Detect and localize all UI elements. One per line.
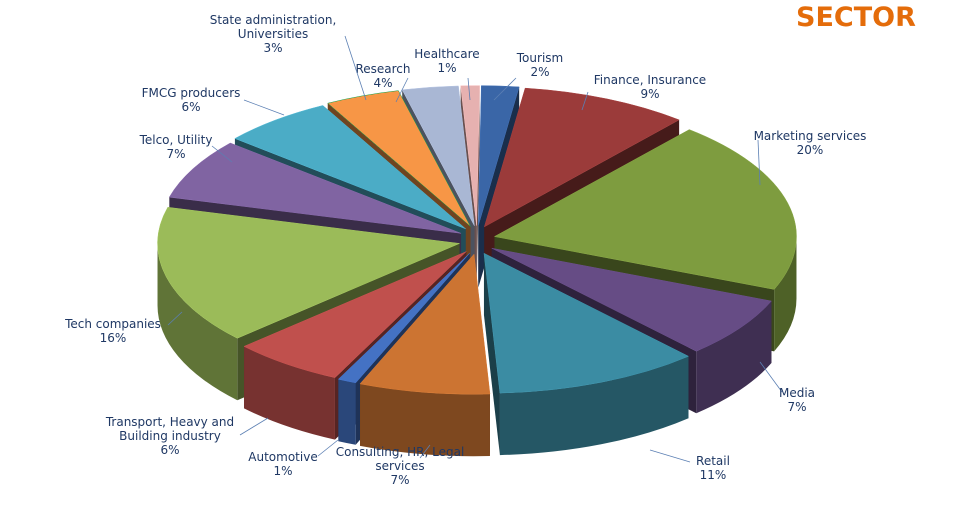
leader-line (243, 99, 285, 116)
slice-name: Tech companies (64, 317, 161, 331)
slice-top (491, 247, 772, 352)
slice-top (483, 252, 690, 394)
leader-line (167, 311, 183, 326)
slice-label: State administration, Universities 3% (210, 13, 337, 55)
slice-percent: 1% (437, 61, 456, 75)
leader-line (317, 439, 339, 457)
slice-label: FMCG producers 6% (142, 86, 241, 114)
slice-percent: 6% (160, 443, 179, 457)
slice-name: Transport, Heavy and (105, 415, 234, 429)
slice-name: Research (355, 62, 410, 76)
chart-title: SECTOR (796, 2, 916, 33)
slice-label: Media 7% (779, 386, 815, 414)
slice-name: Telco, Utility (139, 133, 213, 147)
slice-side (338, 379, 356, 445)
slice-percent: 2% (530, 65, 549, 79)
slice-top (234, 105, 466, 230)
leader-line (581, 91, 589, 111)
slice-name: FMCG producers (142, 86, 241, 100)
slice-side (157, 243, 238, 401)
slice-name: Media (779, 386, 815, 400)
slice-name: Universities (238, 27, 308, 41)
slice-top (483, 87, 680, 228)
slice-side (499, 356, 689, 456)
slice-percent: 7% (390, 473, 409, 487)
leader-line (211, 145, 233, 163)
slice-label: Retail 11% (696, 454, 730, 482)
slice-percent: 1% (273, 464, 292, 478)
slice-label: Tech companies 16% (64, 317, 161, 345)
slice-label: Transport, Heavy and Building industry 6% (105, 415, 234, 457)
slice-name: Retail (696, 454, 730, 468)
slice-percent: 4% (373, 76, 392, 90)
slice-name: Finance, Insurance (594, 73, 706, 87)
slice-label: Automotive 1% (248, 450, 317, 478)
slice-top (243, 251, 467, 378)
slice-top (460, 85, 480, 226)
slice-name: services (375, 459, 424, 473)
slice-top (478, 85, 520, 226)
pie-slice-4 (483, 252, 690, 456)
slice-name: Consulting, HR, Legal (336, 445, 465, 459)
slice-percent: 6% (181, 100, 200, 114)
slice-top (327, 90, 471, 227)
leader-line (239, 417, 269, 436)
slice-percent: 3% (263, 41, 282, 55)
slice-name: Building industry (119, 429, 221, 443)
slice-top (493, 129, 797, 290)
slice-percent: 20% (797, 143, 824, 157)
slice-name: State administration, (210, 13, 337, 27)
pie-slice-5 (359, 253, 491, 457)
slice-percent: 11% (700, 468, 727, 482)
leader-line (419, 444, 431, 459)
slice-name: Automotive (248, 450, 317, 464)
slice-name: Marketing services (754, 129, 867, 143)
slice-name: Healthcare (414, 47, 479, 61)
slice-side (244, 346, 335, 440)
leader-line (344, 35, 367, 101)
slice-label: Marketing services 20% (754, 129, 867, 157)
slice-wall (476, 85, 480, 288)
slice-top (337, 252, 470, 384)
slice-percent: 7% (166, 147, 185, 161)
leader-line (395, 77, 409, 103)
slice-top (168, 142, 462, 234)
leader-line (759, 361, 783, 393)
slice-top (359, 253, 491, 395)
slice-label: Research 4% (355, 62, 410, 90)
slice-wall (483, 253, 500, 456)
leader-line (649, 449, 691, 463)
slice-side (696, 301, 772, 414)
slice-label: Telco, Utility 7% (139, 133, 213, 161)
leader-line (757, 139, 761, 186)
slice-label: Healthcare 1% (414, 47, 479, 75)
slice-percent: 9% (640, 87, 659, 101)
leader-line (467, 77, 471, 101)
slice-percent: 7% (787, 400, 806, 414)
slice-label: Finance, Insurance 9% (594, 73, 706, 101)
slice-percent: 16% (100, 331, 127, 345)
slice-side (774, 236, 797, 352)
slice-label: Consulting, HR, Legal services 7% (336, 445, 465, 487)
slice-label: Tourism 2% (516, 51, 563, 79)
slice-side (360, 383, 490, 457)
slice-name: Tourism (516, 51, 563, 65)
leader-line (493, 77, 517, 101)
slice-top (157, 207, 461, 339)
